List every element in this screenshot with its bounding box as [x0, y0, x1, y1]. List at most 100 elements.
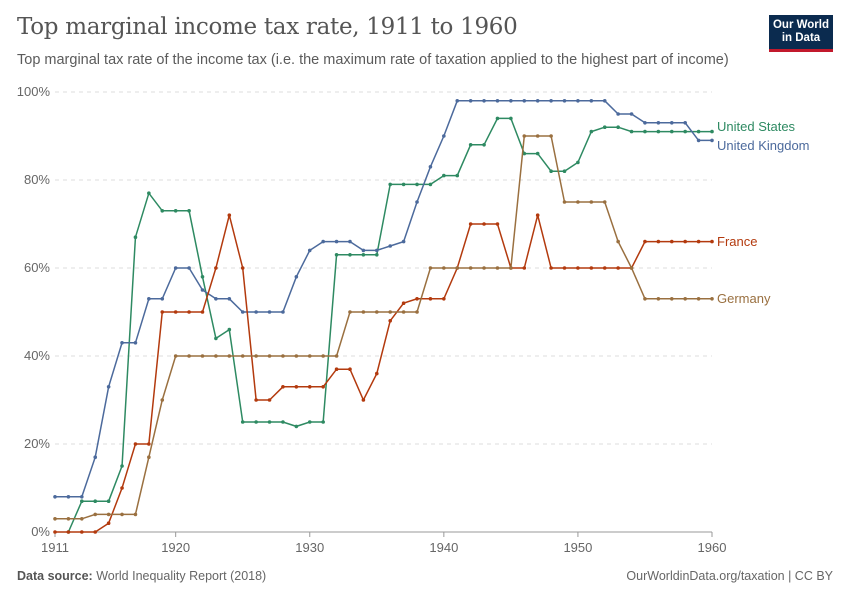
data-point	[173, 266, 178, 270]
y-tick-label: 20%	[24, 436, 50, 451]
data-point	[133, 512, 138, 517]
data-point	[401, 239, 406, 244]
data-point	[187, 209, 191, 213]
data-point	[53, 530, 57, 534]
data-point	[562, 169, 567, 173]
data-point	[227, 213, 232, 217]
data-point	[468, 143, 473, 147]
data-point	[495, 222, 500, 226]
data-point	[522, 266, 527, 270]
data-point	[120, 341, 124, 345]
data-point	[147, 455, 151, 460]
data-point	[120, 512, 124, 517]
data-point	[643, 297, 647, 301]
data-point	[656, 129, 661, 134]
data-point	[495, 99, 500, 103]
series-label: United States	[717, 119, 796, 134]
data-point	[669, 129, 674, 134]
data-point	[415, 310, 419, 314]
series-label: Germany	[717, 291, 771, 306]
data-point	[321, 420, 325, 424]
data-point	[388, 244, 393, 248]
data-point	[415, 200, 419, 204]
data-point	[66, 517, 71, 521]
data-point	[535, 151, 540, 156]
data-point	[616, 266, 620, 270]
data-point	[348, 310, 352, 314]
data-point	[334, 367, 339, 372]
data-point	[214, 297, 218, 301]
data-point	[482, 222, 486, 226]
data-point	[267, 420, 272, 424]
data-point	[93, 530, 98, 534]
data-point	[160, 398, 165, 402]
data-point	[576, 160, 580, 165]
data-point	[214, 354, 218, 358]
data-point	[80, 495, 84, 499]
data-point	[294, 354, 299, 358]
data-point	[374, 371, 379, 376]
data-point	[576, 99, 580, 103]
data-point	[549, 266, 553, 270]
series-line-united-kingdom	[55, 100, 712, 498]
data-point	[240, 266, 245, 270]
data-point	[522, 99, 527, 103]
data-point	[361, 248, 366, 253]
data-point	[200, 288, 205, 292]
data-point	[576, 200, 580, 204]
data-point	[240, 310, 245, 314]
data-point	[281, 420, 285, 424]
data-point	[334, 239, 339, 244]
data-point	[227, 354, 232, 358]
data-point	[281, 310, 285, 314]
data-point	[602, 266, 607, 270]
data-point	[66, 530, 71, 534]
x-tick-label: 1930	[295, 540, 324, 555]
data-point	[629, 266, 634, 270]
data-point	[334, 253, 339, 257]
source-text[interactable]: World Inequality Report (2018)	[96, 569, 267, 583]
data-point	[442, 297, 446, 301]
data-point	[80, 517, 84, 521]
data-point	[602, 99, 607, 103]
y-tick-label: 100%	[17, 84, 51, 99]
data-point	[160, 297, 165, 301]
data-point	[401, 182, 406, 187]
data-point	[696, 239, 701, 244]
data-point	[321, 385, 325, 389]
data-point	[187, 266, 191, 270]
data-point	[629, 112, 634, 116]
data-point	[133, 341, 138, 345]
data-point	[710, 138, 714, 143]
data-point	[93, 455, 98, 460]
data-point	[66, 495, 71, 499]
data-point	[468, 99, 473, 103]
data-point	[294, 424, 299, 429]
owid-logo[interactable]: Our World in Data	[769, 15, 833, 52]
data-point	[187, 310, 191, 314]
data-point	[442, 134, 446, 138]
data-point	[428, 182, 433, 187]
x-tick-label: 1950	[563, 540, 592, 555]
logo-line-2: in Data	[781, 32, 821, 44]
source-label: Data source:	[17, 569, 93, 583]
data-point	[200, 275, 205, 279]
data-point	[629, 129, 634, 134]
data-point	[106, 521, 111, 525]
data-point	[683, 239, 687, 244]
data-point	[200, 354, 205, 358]
data-point	[106, 499, 111, 504]
data-point	[120, 486, 124, 490]
data-point	[294, 385, 299, 389]
data-point	[589, 99, 594, 103]
data-point	[173, 354, 178, 358]
footer-link[interactable]: OurWorldinData.org/taxation | CC BY	[626, 569, 833, 583]
data-point	[281, 354, 285, 358]
x-tick-label: 1940	[429, 540, 458, 555]
data-point	[307, 420, 312, 424]
data-point	[147, 442, 151, 446]
data-point	[455, 173, 460, 178]
data-point	[696, 297, 701, 301]
data-point	[160, 310, 165, 314]
